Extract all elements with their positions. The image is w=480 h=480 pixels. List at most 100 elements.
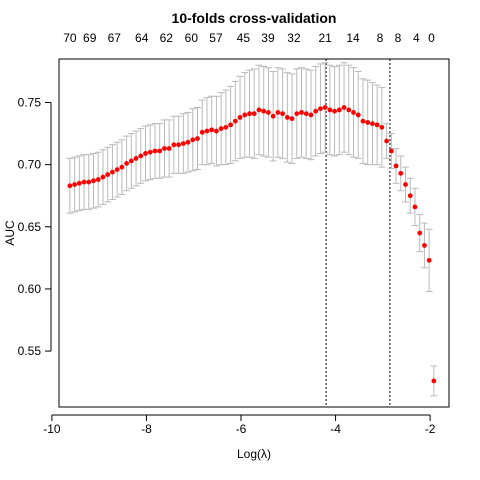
data-point	[275, 110, 281, 115]
top-axis-label: 60	[185, 31, 199, 45]
data-point	[431, 378, 437, 384]
data-point	[237, 115, 243, 120]
data-point	[322, 105, 328, 110]
data-point	[133, 156, 139, 161]
data-point	[336, 107, 342, 113]
vertical-lines	[325, 59, 391, 407]
data-point	[195, 136, 200, 141]
data-point	[412, 204, 418, 210]
x-tick-label: -8	[141, 422, 152, 436]
data-point	[426, 257, 432, 263]
top-axis-label: 62	[160, 31, 174, 45]
data-point	[374, 122, 380, 128]
top-axis-label: 32	[287, 31, 301, 45]
x-tick-label: -4	[330, 422, 341, 436]
x-axis-label: Log(λ)	[237, 447, 271, 461]
data-point	[422, 243, 427, 248]
y-tick-label: 0.55	[18, 344, 42, 358]
top-axis-label: 39	[261, 31, 275, 45]
x-tick-label: -10	[43, 422, 61, 436]
data-point	[256, 107, 262, 113]
top-axis-label: 57	[209, 31, 223, 45]
data-point	[242, 112, 248, 118]
y-tick-label: 0.60	[18, 282, 42, 296]
data-point	[308, 112, 314, 118]
data-point	[209, 127, 215, 133]
top-axis-label: 14	[346, 31, 360, 45]
data-point	[294, 111, 300, 117]
y-axis: 0.55 0.60 0.65 0.70 0.75	[18, 96, 52, 358]
data-point	[332, 108, 337, 114]
data-point	[388, 148, 394, 154]
data-point	[91, 178, 96, 184]
top-axis-label: 64	[135, 31, 149, 45]
data-point	[303, 111, 309, 117]
top-axis-label: 4	[413, 31, 420, 45]
y-tick-label: 0.75	[18, 96, 42, 110]
data-point	[280, 111, 285, 117]
data-point	[355, 112, 361, 118]
top-axis-label: 67	[108, 31, 122, 45]
top-axis-label: 45	[237, 31, 251, 45]
data-point	[403, 182, 408, 187]
data-point	[190, 137, 196, 143]
data-point	[313, 108, 319, 114]
data-point	[110, 169, 115, 175]
data-point	[251, 111, 257, 117]
data-point	[341, 105, 347, 110]
data-point	[289, 116, 295, 122]
data-point	[407, 193, 413, 199]
data-point	[95, 177, 101, 182]
data-point	[346, 107, 352, 113]
top-axis-label: 70	[63, 31, 77, 45]
data-point	[105, 172, 111, 177]
data-point	[318, 106, 323, 112]
x-tick-label: -6	[236, 422, 247, 436]
data-point	[143, 151, 148, 156]
data-point	[214, 128, 219, 134]
data-point	[176, 142, 182, 148]
data-point	[119, 164, 125, 170]
data-point	[100, 174, 106, 180]
data-point	[393, 163, 399, 169]
top-axis-labels: 70 69 67 64 62 60 57 45 39 32 21 14 8 8 4 0	[63, 31, 435, 45]
data-point	[128, 158, 134, 164]
top-axis-label: 8	[377, 31, 384, 45]
plot-frame	[58, 58, 450, 408]
data-point	[199, 129, 205, 135]
data-point	[299, 110, 304, 115]
data-point	[185, 139, 191, 145]
data-point	[162, 146, 167, 151]
data-point	[228, 122, 234, 128]
data-point	[417, 230, 423, 236]
x-axis: -10 -8 -6 -4 -2	[43, 414, 436, 436]
data-points	[67, 105, 437, 384]
data-point	[384, 138, 389, 144]
top-axis-label: 0	[428, 31, 435, 45]
data-point	[360, 118, 366, 124]
data-point	[166, 146, 172, 151]
data-point	[218, 126, 224, 131]
data-point	[76, 180, 82, 186]
data-point	[223, 124, 229, 130]
data-point	[365, 119, 371, 125]
data-point	[124, 161, 129, 166]
y-tick-label: 0.70	[18, 158, 42, 172]
top-axis-label: 69	[83, 31, 97, 45]
data-point	[138, 153, 144, 159]
data-point	[147, 149, 153, 155]
data-point	[72, 182, 77, 187]
data-point	[157, 148, 163, 154]
data-point	[81, 179, 87, 185]
data-point	[180, 141, 186, 146]
data-point	[152, 148, 158, 154]
chart-title: 10-folds cross-validation	[172, 10, 337, 26]
data-point	[86, 179, 92, 185]
top-axis-label: 21	[318, 31, 332, 45]
data-point	[114, 167, 120, 173]
data-point	[270, 113, 276, 119]
data-point	[284, 115, 290, 120]
data-point	[398, 170, 404, 176]
data-point	[171, 142, 177, 148]
